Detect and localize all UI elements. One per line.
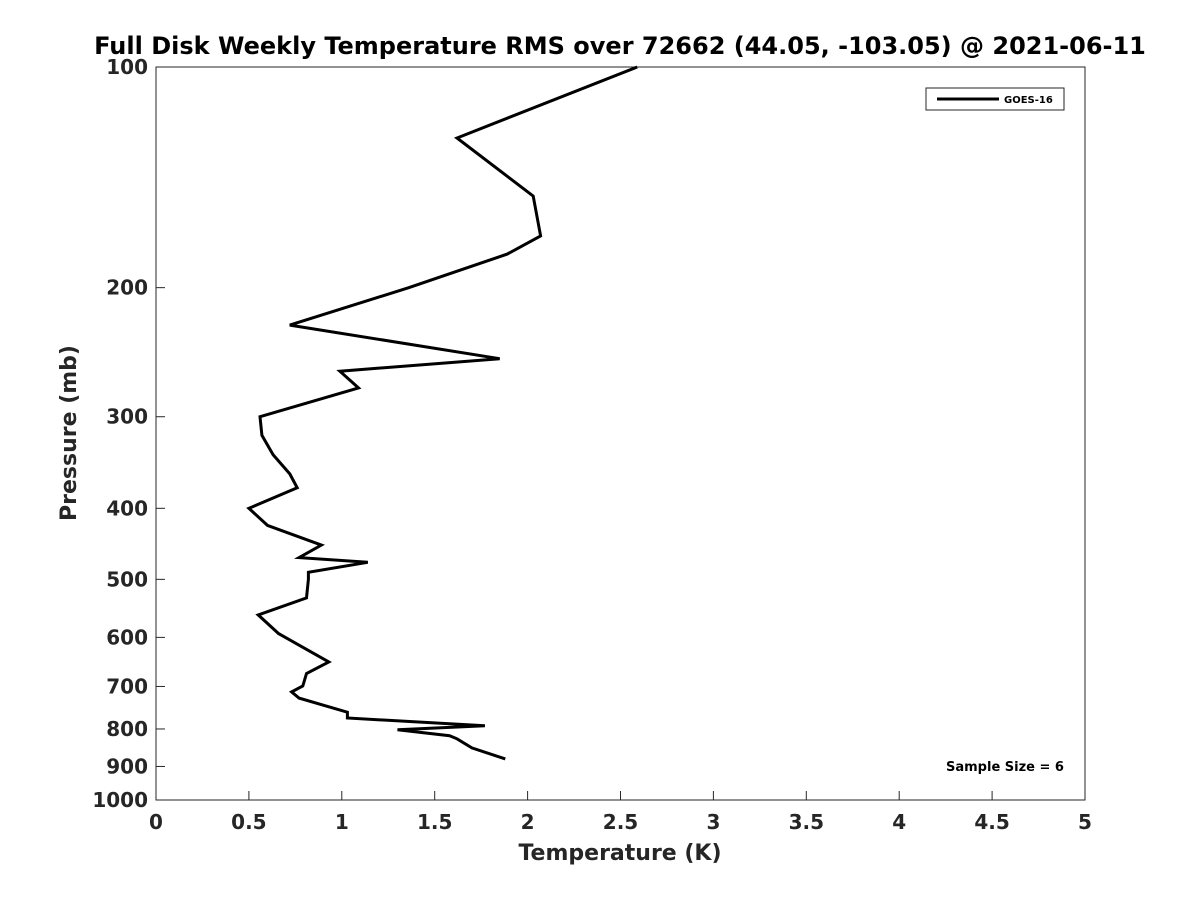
y-tick-label: 400 [106, 496, 148, 520]
y-tick-label: 500 [106, 567, 148, 591]
sample-size-annotation: Sample Size = 6 [946, 760, 1064, 775]
x-tick-label: 4 [892, 810, 906, 834]
x-tick-label: 2 [521, 810, 535, 834]
legend-label-goes16: GOES-16 [1004, 95, 1053, 106]
y-axis-ticks: 100 200 300 400 500 600 700 800 900 1000 [92, 55, 165, 812]
y-tick-label: 600 [106, 625, 148, 649]
y-tick-label: 300 [106, 405, 148, 429]
x-axis-label: Temperature (K) [518, 841, 721, 866]
y-tick-label: 700 [106, 674, 148, 698]
y-tick-label: 100 [106, 55, 148, 79]
x-axis-ticks: 0 0.5 1 1.5 2 2.5 3 3.5 4 4.5 5 [149, 791, 1092, 834]
x-tick-label: 4.5 [974, 810, 1009, 834]
x-tick-label: 5 [1078, 810, 1092, 834]
x-tick-label: 2.5 [603, 810, 638, 834]
y-axis-label: Pressure (mb) [57, 345, 82, 521]
x-tick-label: 0.5 [231, 810, 266, 834]
x-tick-label: 1 [335, 810, 349, 834]
y-tick-label: 1000 [92, 788, 148, 812]
legend: GOES-16 [926, 88, 1064, 110]
y-tick-label: 900 [106, 754, 148, 778]
y-tick-label: 800 [106, 717, 148, 741]
x-tick-label: 3.5 [789, 810, 824, 834]
x-tick-label: 3 [706, 810, 720, 834]
chart-title: Full Disk Weekly Temperature RMS over 72… [94, 32, 1146, 60]
x-tick-label: 1.5 [417, 810, 452, 834]
series-layer [249, 67, 638, 759]
y-tick-label: 200 [106, 276, 148, 300]
x-tick-label: 0 [149, 810, 163, 834]
series-line-goes16 [249, 67, 637, 759]
